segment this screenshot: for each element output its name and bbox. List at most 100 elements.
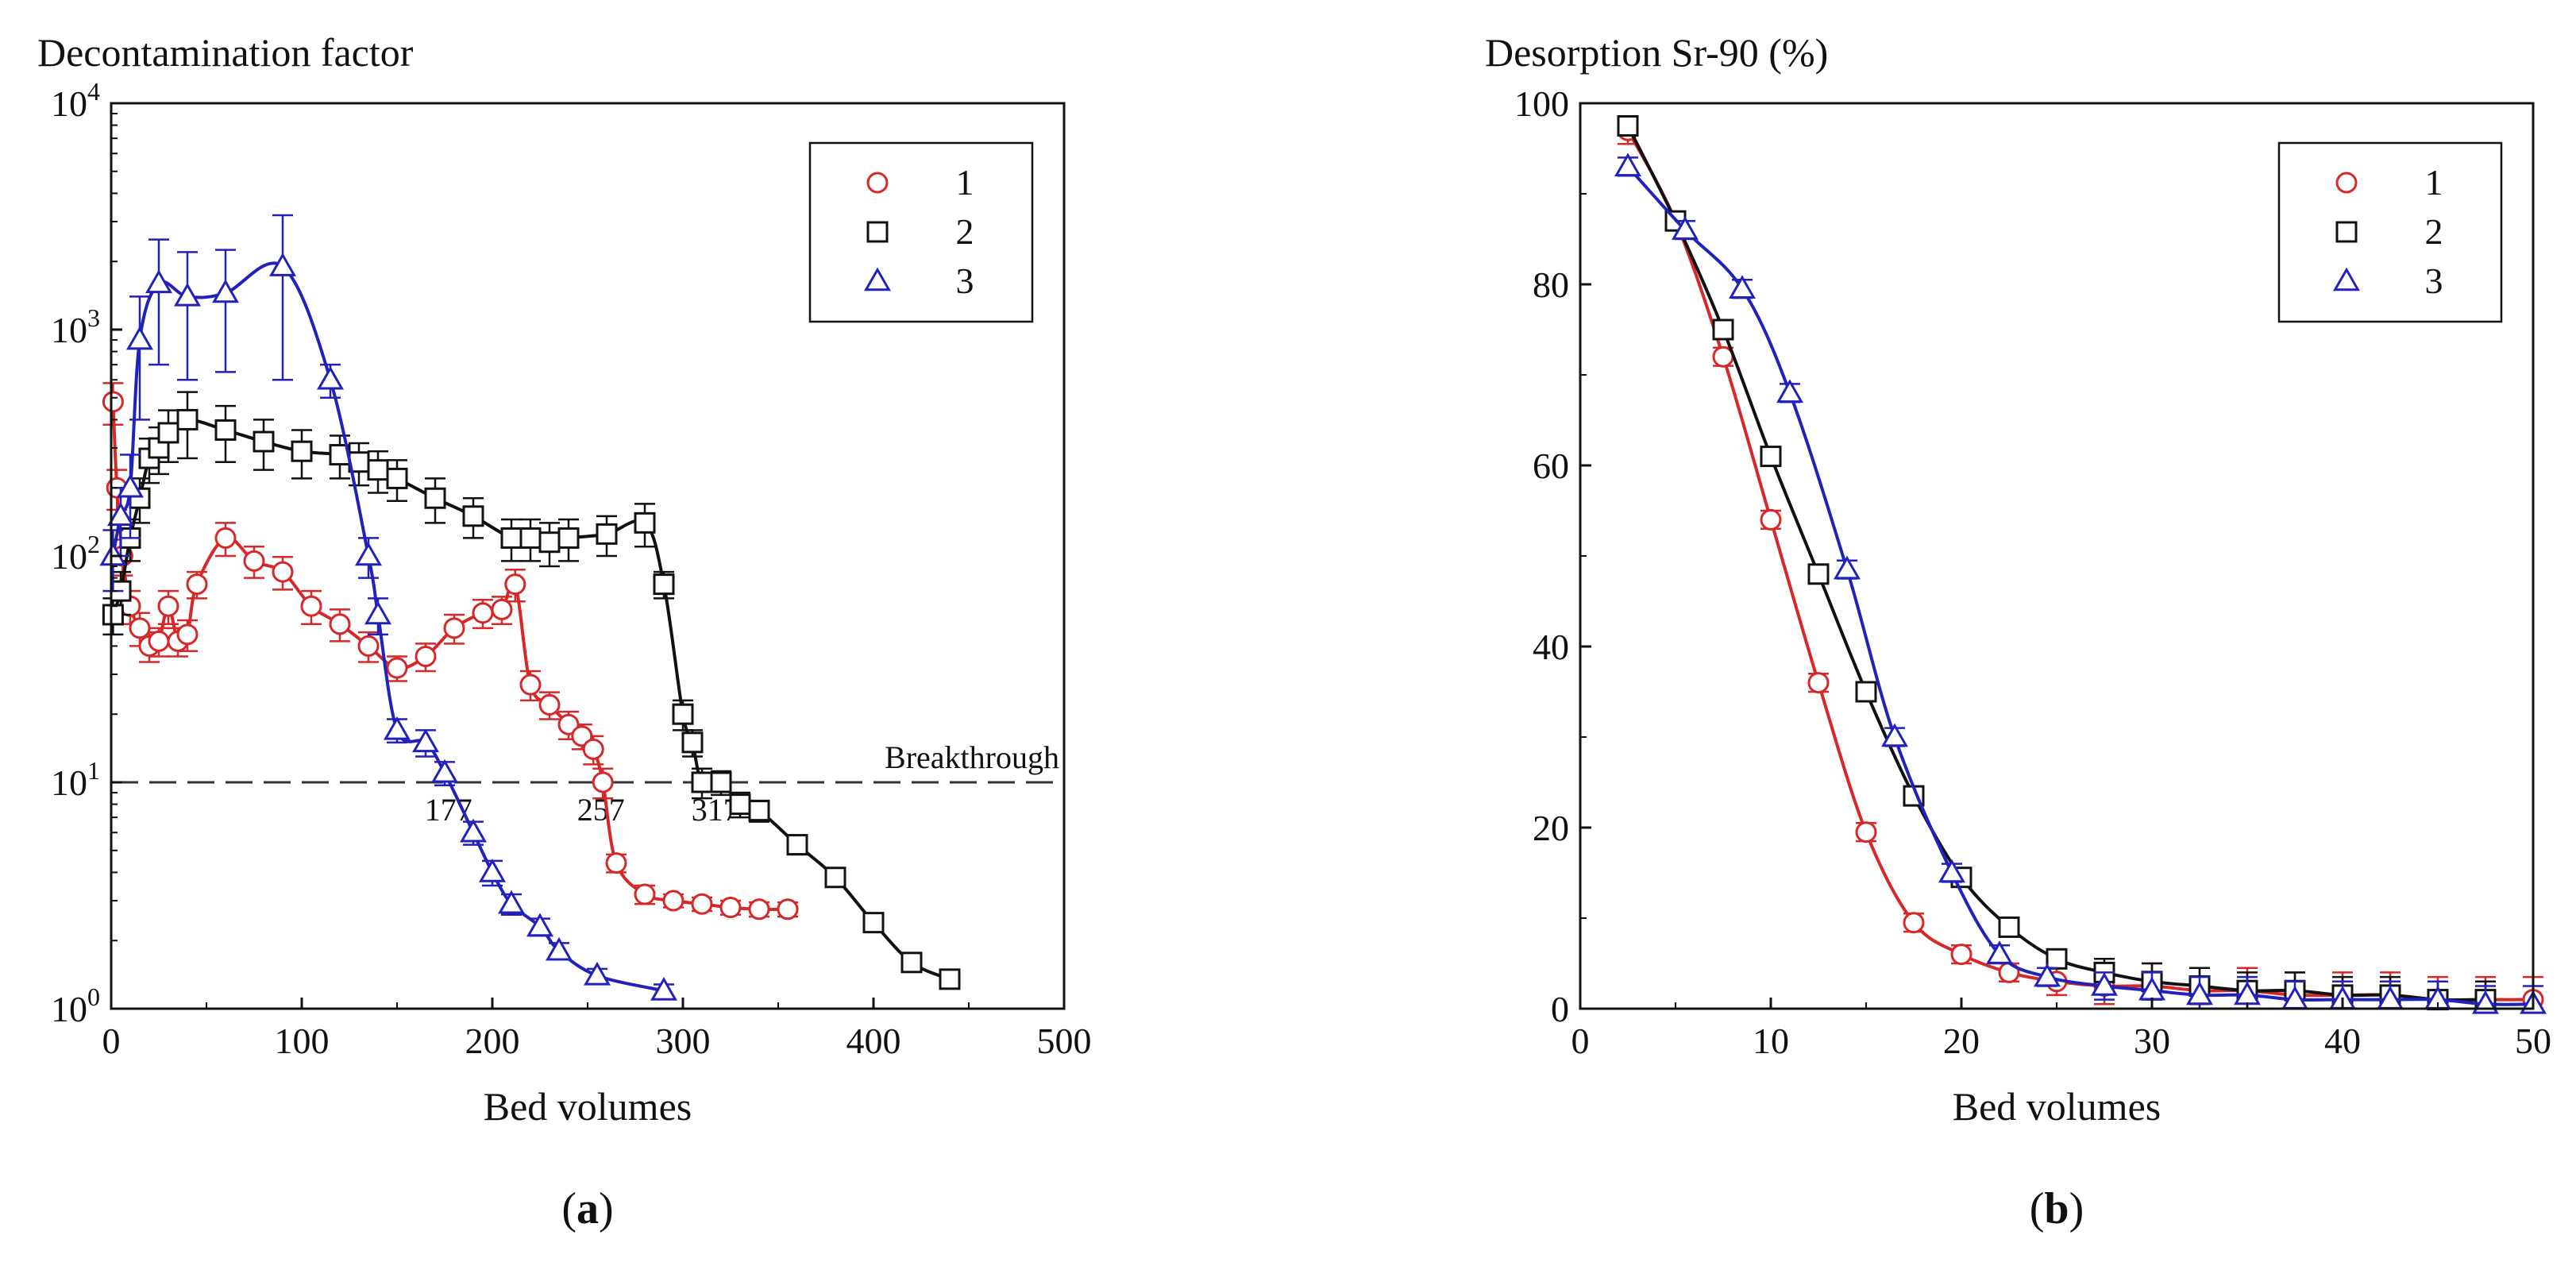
chart-b-point-2: [2046, 948, 2068, 970]
chart-a-point-3: [412, 728, 439, 753]
chart-b-series-3: [1614, 152, 2547, 1014]
chart-a-point-1: [719, 897, 742, 919]
chart-b-legend-label-3: 3: [2425, 261, 2443, 301]
chart-a-point-2: [519, 527, 542, 549]
chart-b-y-tick-label: 0: [1551, 989, 1569, 1029]
chart-a-point-1: [186, 573, 208, 596]
chart-a-point-2: [367, 459, 389, 481]
chart-a-y-tick-label: 101: [51, 756, 100, 803]
chart-a-point-2: [729, 793, 751, 816]
chart-a-legend-box: [808, 141, 1034, 323]
chart-b-point-2: [1712, 318, 1734, 341]
chart-a-point-1: [557, 713, 580, 735]
chart-a-point-2: [386, 467, 408, 489]
chart-a-point-2: [214, 419, 237, 441]
chart-a-point-2: [253, 430, 275, 453]
chart-a-point-3: [460, 818, 487, 843]
chart-a-x-tick-label: 300: [656, 1021, 711, 1061]
chart-b-legend-marker-3: [2333, 267, 2360, 291]
chart-b-series-2-line: [1626, 125, 2486, 1002]
chart-a-x-tick-label: 500: [1037, 1021, 1092, 1061]
chart-b-series-3-line: [1626, 165, 2534, 1006]
chart-a-series-1: [102, 382, 799, 921]
chart-b-point-3: [2091, 972, 2118, 996]
chart-a-point-1: [386, 657, 408, 679]
chart-a-point-3: [650, 977, 677, 1001]
chart-b-y-tick-label: 20: [1533, 808, 1569, 848]
chart-a-point-1: [519, 674, 542, 696]
chart-a-point-2: [939, 968, 961, 990]
chart-a-point-2: [291, 440, 313, 462]
chart-b-legend: 1 2 3: [2277, 141, 2503, 323]
chart-b-point-3: [1881, 723, 1908, 747]
chart-a-point-2: [102, 604, 124, 626]
chart-panel-b: Desorption Sr-90 (%) 0 10 20 30 40 50 0 20 40 60…: [1485, 30, 2551, 1233]
chart-a-point-1: [214, 527, 237, 549]
chart-a-point-2: [710, 771, 732, 793]
chart-a-annotation: 257: [577, 792, 625, 828]
chart-a-point-3: [498, 890, 525, 914]
chart-b-legend-marker-2: [2335, 221, 2358, 243]
chart-a-point-2: [500, 527, 523, 549]
chart-b-point-3: [1614, 152, 1641, 177]
chart-a-y-ticks: 100 101 102 103 104: [51, 77, 122, 1029]
chart-a-point-2: [786, 834, 808, 856]
chart-b-title: Desorption Sr-90 (%): [1485, 30, 1828, 75]
chart-a-point-1: [592, 771, 614, 793]
chart-a-point-2: [824, 867, 846, 889]
chart-b-point-1: [1950, 944, 1972, 966]
chart-a-y-tick-label: 102: [51, 530, 100, 577]
chart-b-legend-box: [2277, 141, 2503, 323]
chart-b-legend-label-1: 1: [2425, 162, 2443, 203]
chart-a-point-3: [355, 542, 382, 566]
chart-b-y-ticks: 0 20 40 60 80 100: [1514, 83, 1591, 1029]
chart-a-y-tick-label: 104: [51, 77, 100, 124]
chart-b-point-3: [1776, 379, 1803, 403]
chart-a-point-3: [479, 858, 506, 882]
chart-b-point-3: [2034, 963, 2061, 987]
chart-b-x-axis-label: Bed volumes: [1953, 1084, 2161, 1129]
chart-a-point-2: [653, 573, 675, 596]
chart-b-y-tick-label: 60: [1533, 446, 1569, 486]
chart-a-title: Decontamination factor: [37, 30, 414, 75]
chart-a-point-2: [748, 800, 770, 822]
chart-a-point-2: [672, 703, 694, 725]
chart-a-point-3: [212, 279, 239, 303]
chart-a-point-1: [777, 898, 799, 921]
chart-a-point-2: [681, 731, 704, 754]
chart-a-point-3: [317, 365, 344, 390]
chart-a-point-3: [126, 326, 153, 350]
chart-a-x-tick-label: 0: [102, 1021, 121, 1061]
chart-b-point-1: [1903, 912, 1925, 934]
chart-a-point-1: [491, 598, 513, 620]
chart-a-point-3: [526, 913, 553, 937]
chart-b-point-3: [1729, 275, 1756, 299]
chart-a-point-3: [431, 758, 458, 783]
chart-a-point-3: [145, 269, 172, 294]
chart-b-y-tick-label: 80: [1533, 264, 1569, 305]
chart-a-point-1: [357, 635, 380, 657]
chart-b-x-tick-label: 40: [2324, 1021, 2361, 1061]
chart-a-point-1: [748, 898, 770, 921]
chart-a-panel-label: (a): [561, 1184, 613, 1233]
chart-a-point-2: [691, 771, 713, 793]
chart-a-series-1-line: [111, 401, 789, 911]
chart-b-point-3: [1986, 940, 2013, 964]
chart-a-point-3: [117, 473, 144, 498]
chart-a-legend-label-1: 1: [956, 162, 974, 203]
chart-a-point-2: [424, 487, 446, 509]
chart-a-point-3: [584, 961, 611, 986]
chart-a-point-2: [176, 408, 199, 430]
chart-a-point-3: [384, 716, 411, 740]
chart-a-point-1: [129, 617, 151, 639]
chart-b-point-1: [1855, 821, 1877, 843]
chart-a-series-3: [99, 214, 677, 1001]
chart-a-x-tick-label: 200: [465, 1021, 520, 1061]
chart-a-x-axis-label: Bed volumes: [484, 1084, 692, 1129]
chart-a-point-3: [364, 600, 391, 625]
chart-a-point-2: [596, 523, 618, 545]
chart-a-x-ticks: 0 100 200 300 400 500: [102, 998, 1092, 1061]
chart-a-legend-marker-1: [866, 172, 889, 194]
